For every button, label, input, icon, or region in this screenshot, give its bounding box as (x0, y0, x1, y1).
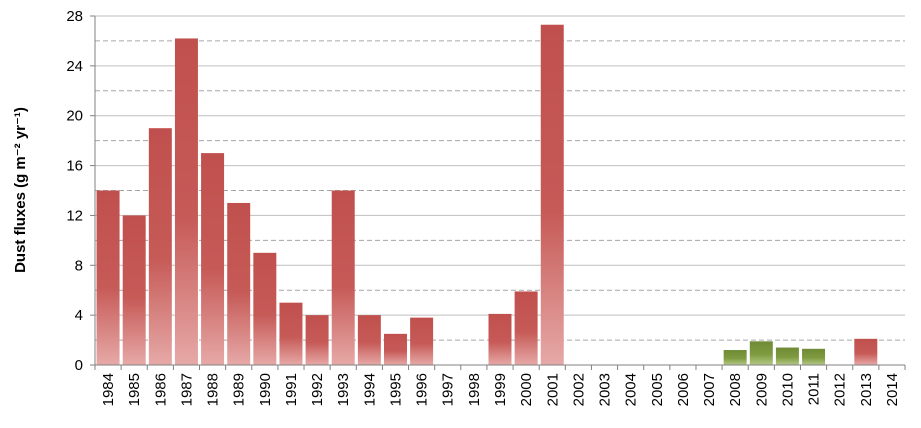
bar-1986 (148, 128, 172, 365)
bar-1989 (227, 202, 251, 365)
x-tick-label: 2011 (806, 373, 823, 405)
y-tick-label: 0 (75, 357, 83, 374)
y-axis-label: Dust fluxes (g m⁻² yr⁻¹) (12, 107, 29, 273)
x-tick-label: 1997 (440, 373, 457, 406)
x-tick-label: 1984 (100, 373, 117, 406)
x-tick-label: 2003 (597, 373, 614, 406)
x-tick-label: 1986 (152, 373, 169, 406)
x-tick-label: 2008 (727, 373, 744, 406)
x-tick-label: 2004 (623, 373, 640, 406)
x-tick-label: 2005 (649, 373, 666, 406)
x-tick-label: 2010 (779, 373, 796, 406)
bar-2011 (802, 348, 826, 365)
x-tick-label: 1987 (178, 373, 195, 406)
bar-1990 (253, 252, 277, 365)
y-tick-label: 16 (66, 158, 83, 175)
bar-1993 (331, 190, 355, 365)
bar-1991 (279, 302, 303, 365)
y-tick-label: 4 (75, 307, 83, 324)
bar-2001 (540, 24, 564, 365)
x-tick-label: 2013 (858, 373, 875, 406)
x-tick-label: 2014 (884, 373, 901, 406)
y-tick-label: 24 (66, 58, 83, 75)
y-tick-label: 20 (66, 108, 83, 125)
x-tick-label: 1995 (387, 373, 404, 406)
bar-2000 (514, 291, 538, 365)
bar-1996 (410, 317, 434, 365)
y-tick-label: 28 (66, 8, 83, 25)
x-tick-label: 1992 (309, 373, 326, 406)
bar-1995 (383, 333, 407, 365)
x-tick-label: 1999 (492, 373, 509, 406)
bar-1985 (122, 215, 146, 365)
x-tick-label: 1989 (231, 373, 248, 406)
bar-1984 (96, 190, 120, 365)
bar-1999 (488, 313, 512, 365)
y-tick-label: 8 (75, 257, 83, 274)
y-tick-labels: 0 4 8 12 16 20 24 28 (66, 8, 95, 374)
bar-2008 (723, 350, 747, 365)
bar-1988 (201, 153, 225, 365)
x-tick-label: 1990 (257, 373, 274, 406)
bar-1992 (305, 315, 329, 365)
x-tick-label: 1988 (205, 373, 222, 406)
x-tick-label: 2000 (518, 373, 535, 406)
x-tick-label: 1991 (283, 373, 300, 406)
x-tick-label: 1993 (335, 373, 352, 406)
x-tick-label: 1994 (361, 373, 378, 406)
x-tick-label: 1996 (414, 373, 431, 406)
x-tick-label: 2009 (753, 373, 770, 406)
x-tick-label: 2012 (832, 373, 849, 406)
bar-1994 (357, 315, 381, 365)
x-tick-label: 1985 (126, 373, 143, 406)
x-tick-label: 2001 (544, 373, 561, 406)
bars (96, 24, 878, 365)
x-tick-labels: 1984 1985 1986 1987 1988 1989 1990 1991 1992 1993… (94, 365, 906, 406)
x-tick-label: 2007 (701, 373, 718, 406)
bar-2010 (775, 347, 799, 365)
x-tick-label: 1998 (466, 373, 483, 406)
y-tick-label: 12 (66, 207, 83, 224)
axes (94, 16, 905, 366)
x-tick-label: 2002 (570, 373, 587, 406)
bar-1987 (174, 38, 198, 365)
bar-2013 (854, 338, 878, 365)
x-tick-label: 2006 (675, 373, 692, 406)
bar-2009 (749, 341, 773, 365)
